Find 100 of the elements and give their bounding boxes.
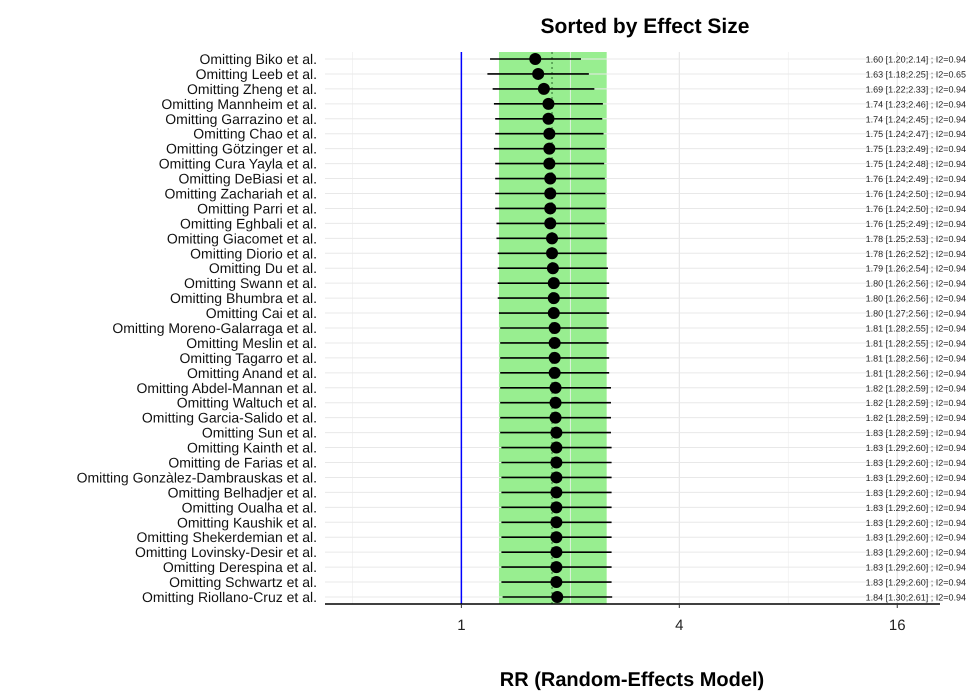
point	[550, 456, 562, 468]
y-tick-label: Omitting Biko et al.	[200, 51, 317, 67]
y-tick-label: Omitting Cai et al.	[206, 305, 317, 322]
y-tick-label: Omitting Oualha et al.	[182, 499, 317, 516]
y-tick-label: Omitting Schwartz et al.	[169, 574, 317, 590]
y-tick-label: Omitting Garrazino et al.	[165, 110, 317, 127]
point	[544, 188, 556, 200]
point	[551, 591, 564, 603]
annotation: 1.74 [1.24;2.45] ; I2=0.94	[866, 114, 966, 124]
y-tick-label: Omitting Gonzàlez-Dambrauskas et al.	[76, 469, 317, 486]
y-tick-label: Omitting DeBiasi et al.	[178, 170, 317, 187]
y-tick-label: Omitting Chao et al.	[193, 126, 317, 142]
annotation: 1.83 [1.29;2.60] ; I2=0.94	[866, 532, 966, 543]
annotation: 1.82 [1.28;2.59] ; I2=0.94	[866, 398, 966, 408]
annotation: 1.74 [1.23;2.46] ; I2=0.94	[866, 99, 966, 110]
y-tick-label: Omitting Giacomet et al.	[166, 230, 317, 246]
y-tick-label: Omitting Shekerdemian et al.	[136, 529, 317, 546]
y-tick-label: Omitting Sun et al.	[202, 424, 317, 441]
y-tick-label: Omitting Meslin et al.	[186, 334, 317, 351]
y-tick-label: Omitting Mannheim et al.	[161, 96, 317, 112]
annotation: 1.83 [1.29;2.60] ; I2=0.94	[866, 578, 966, 588]
point	[550, 516, 562, 528]
annotation: 1.76 [1.25;2.49] ; I2=0.94	[866, 218, 966, 229]
annotation: 1.80 [1.26;2.56] ; I2=0.94	[866, 294, 966, 304]
y-tick-label: Omitting Waltuch et al.	[176, 394, 317, 411]
y-tick-label: Omitting Abdel-Mannan et al.	[136, 380, 317, 396]
y-tick-label: Omitting Kaushik et al.	[176, 514, 317, 530]
annotation: 1.79 [1.26;2.54] ; I2=0.94	[866, 264, 966, 274]
y-tick-label: Omitting Kainth et al.	[187, 440, 317, 456]
point	[544, 202, 556, 214]
point	[532, 68, 544, 80]
annotation: 1.83 [1.28;2.59] ; I2=0.94	[866, 428, 966, 438]
point	[546, 247, 558, 260]
point	[543, 158, 556, 170]
annotation: 1.83 [1.29;2.60] ; I2=0.94	[866, 488, 966, 498]
y-tick-label: Omitting Lovinsky-Desir et al.	[134, 544, 317, 560]
point	[548, 366, 561, 379]
y-tick-label: Omitting Bhumbra et al.	[170, 290, 317, 306]
y-tick-label: Omitting Anand et al.	[187, 364, 317, 381]
point	[550, 486, 562, 498]
y-tick-label: Omitting Garcia-Salido et al.	[142, 410, 317, 426]
point	[548, 352, 561, 364]
y-tick-label: Omitting Zachariah et al.	[164, 186, 317, 202]
annotation: 1.81 [1.28;2.55] ; I2=0.94	[866, 338, 966, 348]
y-tick-label: Omitting Leeb et al.	[196, 66, 317, 82]
annotation: 1.81 [1.28;2.56] ; I2=0.94	[866, 353, 966, 364]
point	[548, 322, 561, 334]
annotation: 1.81 [1.28;2.55] ; I2=0.94	[866, 324, 966, 334]
point	[542, 98, 554, 110]
point	[546, 232, 558, 244]
point	[550, 546, 562, 558]
point	[546, 262, 559, 274]
annotation: 1.81 [1.28;2.56] ; I2=0.94	[866, 368, 966, 378]
point	[550, 501, 562, 514]
point	[544, 172, 556, 185]
point	[542, 112, 554, 125]
annotation: 1.83 [1.29;2.60] ; I2=0.94	[866, 502, 966, 513]
point	[544, 217, 556, 230]
point	[543, 142, 556, 155]
point	[550, 531, 562, 544]
x-tick-label: 16	[888, 617, 906, 634]
y-tick-label: Omitting Cura Yayla et al.	[158, 156, 317, 172]
annotation: 1.75 [1.24;2.48] ; I2=0.94	[866, 159, 966, 170]
y-tick-label: Omitting Parri et al.	[197, 200, 317, 216]
annotation: 1.83 [1.29;2.60] ; I2=0.94	[866, 472, 966, 483]
annotation: 1.80 [1.26;2.56] ; I2=0.94	[866, 278, 966, 289]
annotation: 1.78 [1.26;2.52] ; I2=0.94	[866, 248, 966, 259]
point	[548, 292, 560, 304]
annotation: 1.80 [1.27;2.56] ; I2=0.94	[866, 308, 966, 319]
y-tick-label: Omitting Riollano-Cruz et al.	[142, 589, 317, 605]
x-axis-title: RR (Random-Effects Model)	[500, 669, 764, 691]
point	[538, 82, 550, 95]
y-tick-label: Omitting Zheng et al.	[187, 80, 317, 97]
point	[550, 442, 562, 454]
y-tick-label: Omitting Götzinger et al.	[166, 140, 317, 157]
annotation: 1.83 [1.29;2.60] ; I2=0.94	[866, 443, 966, 454]
point	[529, 53, 542, 65]
annotation: 1.76 [1.24;2.50] ; I2=0.94	[866, 189, 966, 199]
annotation: 1.75 [1.24;2.47] ; I2=0.94	[866, 129, 966, 140]
y-tick-label: Omitting Diorio et al.	[190, 245, 317, 262]
annotation: 1.83 [1.29;2.60] ; I2=0.94	[866, 548, 966, 558]
annotation: 1.63 [1.18;2.25] ; I2=0.65	[866, 69, 966, 80]
annotation: 1.76 [1.24;2.50] ; I2=0.94	[866, 204, 966, 214]
y-tick-label: Omitting Belhadjer et al.	[168, 484, 317, 500]
x-tick-label: 1	[457, 617, 466, 634]
y-tick-label: Omitting de Farias et al.	[168, 454, 317, 470]
point	[550, 396, 562, 409]
annotation: 1.78 [1.25;2.53] ; I2=0.94	[866, 234, 966, 244]
annotation: 1.82 [1.28;2.59] ; I2=0.94	[866, 413, 966, 424]
annotation: 1.83 [1.29;2.60] ; I2=0.94	[866, 518, 966, 528]
y-tick-label: Omitting Du et al.	[208, 260, 317, 276]
y-tick-label: Omitting Tagarro et al.	[180, 350, 317, 366]
annotation: 1.69 [1.22;2.33] ; I2=0.94	[866, 84, 966, 94]
point	[548, 307, 560, 320]
point	[548, 336, 561, 349]
point	[550, 576, 562, 588]
point	[550, 382, 562, 394]
point	[550, 471, 562, 484]
y-tick-label: Omitting Derespina et al.	[162, 559, 317, 576]
y-tick-label: Omitting Swann et al.	[184, 275, 317, 292]
